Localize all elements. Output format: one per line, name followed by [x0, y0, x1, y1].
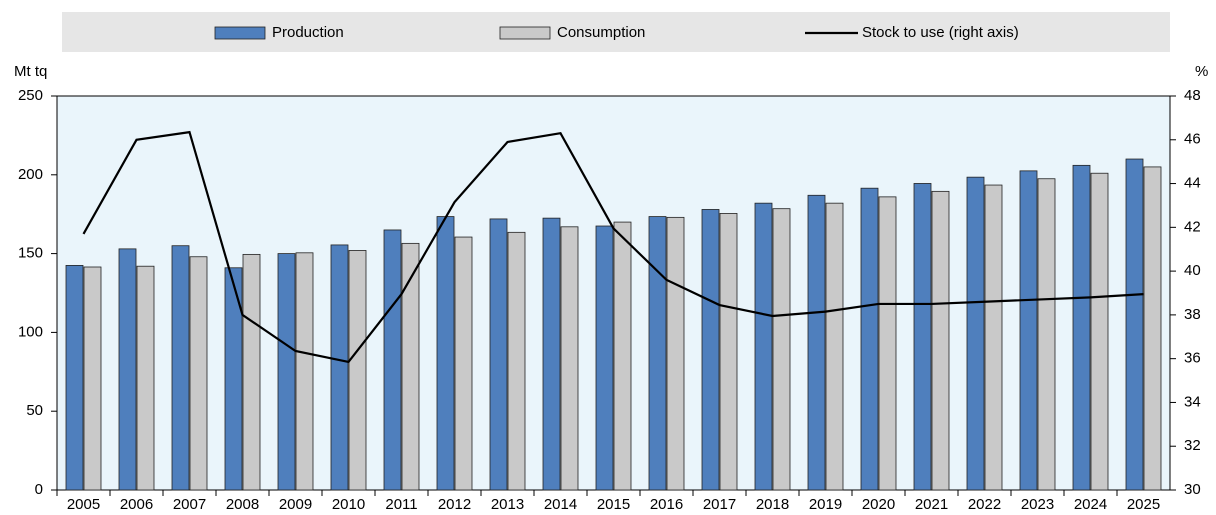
bar — [242, 253, 261, 491]
x-tick-label: 2013 — [491, 496, 524, 513]
bar — [648, 216, 667, 491]
y-tick-label: 50 — [26, 402, 43, 419]
bar — [136, 265, 155, 491]
bar — [1125, 158, 1144, 491]
y2-tick-label: 40 — [1184, 262, 1201, 279]
y-tick-label: 200 — [18, 166, 43, 183]
bar — [807, 194, 826, 491]
bar — [1019, 170, 1038, 491]
y-tick-label: 150 — [18, 245, 43, 262]
x-tick-label: 2022 — [968, 496, 1001, 513]
bar — [507, 231, 526, 491]
bar — [701, 209, 720, 491]
bar — [772, 208, 791, 491]
bar — [330, 244, 349, 491]
legend-label: Stock to use (right axis) — [862, 24, 1019, 41]
line — [82, 130, 1144, 364]
x-tick-label: 2006 — [120, 496, 153, 513]
y2-tick-label: 46 — [1184, 131, 1201, 148]
bar — [560, 226, 579, 491]
legend-swatch — [499, 26, 551, 40]
bar — [754, 202, 773, 491]
y-tick-label: 100 — [18, 323, 43, 340]
x-tick-label: 2021 — [915, 496, 948, 513]
bar — [1143, 166, 1162, 491]
plot-area — [56, 95, 1171, 491]
bar — [984, 184, 1003, 491]
y-tick-label: 0 — [35, 481, 43, 498]
bar — [295, 252, 314, 491]
y2-tick-label: 30 — [1184, 481, 1201, 498]
x-tick-label: 2019 — [809, 496, 842, 513]
x-tick-label: 2016 — [650, 496, 683, 513]
x-tick-label: 2025 — [1127, 496, 1160, 513]
legend-swatch — [214, 26, 266, 40]
x-tick-label: 2012 — [438, 496, 471, 513]
bar — [65, 265, 84, 491]
y2-tick-label: 48 — [1184, 87, 1201, 104]
bar — [489, 218, 508, 491]
bar — [878, 196, 897, 491]
y-axis-label: Mt tq — [14, 63, 47, 80]
bar — [83, 266, 102, 491]
bar — [666, 216, 685, 491]
x-tick-label: 2008 — [226, 496, 259, 513]
y2-tick-label: 38 — [1184, 306, 1201, 323]
x-tick-label: 2011 — [385, 496, 417, 513]
x-tick-label: 2005 — [67, 496, 100, 513]
bar — [719, 213, 738, 491]
bar — [913, 183, 932, 491]
x-tick-label: 2017 — [703, 496, 736, 513]
x-tick-label: 2014 — [544, 496, 577, 513]
y2-tick-label: 42 — [1184, 218, 1201, 235]
bar — [542, 217, 561, 491]
bar — [595, 225, 614, 491]
legend-label: Consumption — [557, 24, 645, 41]
bar — [383, 229, 402, 491]
bar — [436, 216, 455, 491]
y2-tick-label: 32 — [1184, 437, 1201, 454]
x-tick-label: 2024 — [1074, 496, 1107, 513]
bar — [224, 267, 243, 491]
bar — [1090, 172, 1109, 491]
x-tick-label: 2010 — [332, 496, 365, 513]
bar — [860, 187, 879, 491]
bar — [401, 242, 420, 491]
bar — [189, 256, 208, 491]
bar — [613, 221, 632, 491]
x-tick-label: 2009 — [279, 496, 312, 513]
bar — [825, 202, 844, 491]
legend-label: Production — [272, 24, 344, 41]
bar — [118, 248, 137, 491]
bar — [1037, 178, 1056, 491]
y2-axis-label: % — [1195, 63, 1208, 80]
bar — [1072, 164, 1091, 491]
y2-tick-label: 44 — [1184, 175, 1201, 192]
x-tick-label: 2007 — [173, 496, 206, 513]
x-tick-label: 2023 — [1021, 496, 1054, 513]
bar — [454, 236, 473, 491]
bar — [171, 245, 190, 491]
y2-tick-label: 34 — [1184, 393, 1201, 410]
y2-tick-label: 36 — [1184, 350, 1201, 367]
bar — [966, 176, 985, 491]
x-tick-label: 2020 — [862, 496, 895, 513]
x-tick-label: 2015 — [597, 496, 630, 513]
x-tick-label: 2018 — [756, 496, 789, 513]
bar — [277, 253, 296, 491]
y-tick-label: 250 — [18, 87, 43, 104]
bar — [931, 190, 950, 491]
bar — [348, 250, 367, 491]
